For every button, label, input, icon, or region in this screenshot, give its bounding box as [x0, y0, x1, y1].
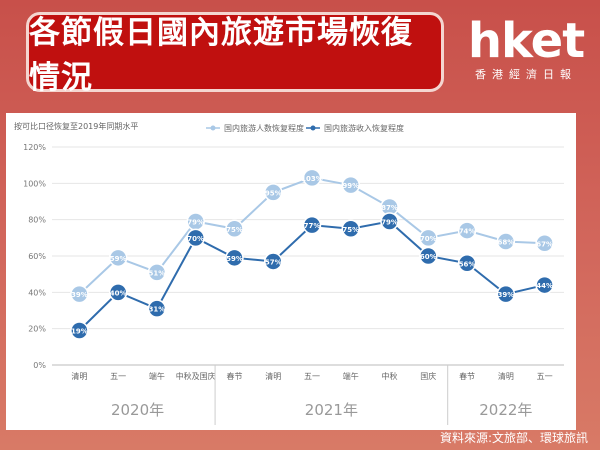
- brand-subtitle: 香港經濟日報: [475, 68, 577, 81]
- data-point: [225, 219, 244, 238]
- x-tick-label: 五一: [304, 372, 320, 381]
- data-label: 51%: [149, 269, 166, 277]
- data-label: 77%: [304, 222, 321, 230]
- chart-card: 按可比口径恢复至2019年同期水平 0% 20% 40% 60% 80% 100% 120% 清…: [6, 113, 576, 430]
- data-point: [419, 228, 438, 248]
- group-label: 2022年: [479, 401, 532, 419]
- data-label: 70%: [420, 235, 437, 243]
- x-tick-label: 端午: [149, 371, 165, 381]
- data-label: 74%: [459, 228, 476, 236]
- x-tick-label: 五一: [110, 372, 126, 381]
- y-tick-label: 80%: [28, 216, 46, 225]
- data-point: [263, 183, 283, 202]
- x-tick-label: 中秋: [382, 371, 398, 381]
- data-point: [419, 246, 438, 266]
- data-point: [380, 212, 399, 231]
- data-point: [302, 215, 322, 235]
- data-point: [341, 175, 361, 195]
- data-label: 75%: [226, 226, 243, 234]
- data-point: [225, 248, 244, 268]
- y-axis-title: 按可比口径恢复至2019年同期水平: [14, 121, 138, 131]
- hket-logo: hket 香港經濟日報: [466, 16, 586, 82]
- data-label: 95%: [265, 189, 282, 197]
- y-tick-label: 120%: [23, 143, 46, 152]
- legend-label: 国内旅游收入恢复程度: [324, 123, 404, 133]
- data-point: [457, 221, 477, 240]
- data-label: 44%: [536, 282, 553, 290]
- y-tick-label: 100%: [23, 179, 46, 188]
- data-label: 60%: [420, 253, 437, 261]
- x-tick-label: 春节: [226, 371, 242, 381]
- data-point: [186, 228, 205, 248]
- data-point: [147, 299, 167, 318]
- data-label: 99%: [342, 182, 359, 190]
- legend-swatch-marker: [310, 125, 316, 131]
- x-tick-label: 国庆: [420, 371, 436, 381]
- y-tick-label: 60%: [28, 252, 46, 261]
- data-point: [496, 232, 516, 251]
- data-label: 57%: [265, 258, 282, 266]
- y-tick-label: 40%: [28, 288, 46, 297]
- data-point: [108, 248, 128, 268]
- x-tick-label: 五一: [537, 372, 553, 381]
- x-tick-label: 端午: [343, 371, 359, 381]
- data-label: 79%: [187, 218, 204, 226]
- data-point: [457, 254, 477, 273]
- data-label: 79%: [381, 218, 398, 226]
- data-point: [341, 219, 361, 238]
- data-point: [496, 284, 516, 304]
- data-point: [535, 275, 554, 295]
- data-point: [147, 263, 167, 282]
- data-point: [70, 284, 89, 304]
- data-label: 67%: [536, 240, 553, 248]
- legend-swatch-marker: [210, 125, 216, 131]
- data-point: [108, 283, 128, 302]
- data-point: [302, 168, 322, 188]
- title-banner: 各節假日國內旅遊市場恢復情況: [26, 12, 444, 96]
- data-label: 31%: [149, 306, 166, 314]
- data-label: 103%: [301, 175, 323, 183]
- x-tick-label: 中秋及国庆: [176, 371, 216, 381]
- data-label: 39%: [71, 291, 88, 299]
- data-label: 39%: [497, 291, 514, 299]
- group-label: 2020年: [111, 401, 164, 419]
- data-label: 56%: [459, 260, 476, 268]
- source-note: 資料來源:文旅部、環球旅訊: [439, 431, 588, 445]
- x-tick-label: 清明: [71, 371, 87, 381]
- x-tick-label: 清明: [265, 371, 281, 381]
- x-tick-label: 春节: [459, 371, 475, 381]
- brand-name: hket: [467, 13, 585, 69]
- group-label: 2021年: [305, 401, 358, 419]
- data-label: 70%: [187, 235, 204, 243]
- page-title: 各節假日國內旅遊市場恢復情況: [29, 15, 413, 96]
- data-label: 87%: [381, 204, 398, 212]
- data-label: 19%: [71, 327, 88, 335]
- data-label: 59%: [110, 255, 127, 263]
- data-point: [70, 321, 89, 340]
- legend-label: 国内旅游人数恢复程度: [224, 123, 304, 133]
- data-point: [263, 252, 283, 271]
- line-chart: 按可比口径恢复至2019年同期水平 0% 20% 40% 60% 80% 100% 120% 清…: [14, 121, 564, 425]
- data-label: 75%: [342, 226, 359, 234]
- data-label: 68%: [497, 238, 514, 246]
- y-tick-label: 20%: [28, 325, 46, 334]
- x-tick-label: 清明: [498, 371, 514, 381]
- data-label: 40%: [110, 289, 127, 297]
- data-label: 59%: [226, 255, 243, 263]
- y-tick-label: 0%: [33, 361, 46, 370]
- data-point: [535, 234, 554, 253]
